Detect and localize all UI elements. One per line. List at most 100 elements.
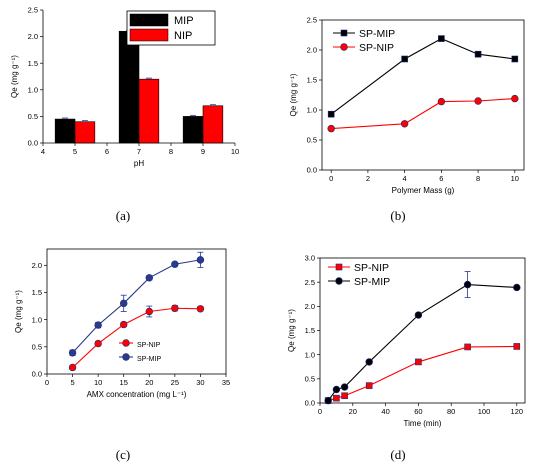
bar-mip	[54, 118, 76, 144]
y-tick-label: 0.5	[28, 112, 38, 121]
x-tick-label: 5	[70, 378, 74, 387]
x-tick-label: 35	[222, 378, 230, 387]
y-tick-label: 3.0	[305, 254, 315, 263]
y-tick-label: 0.5	[305, 374, 315, 383]
chart-panel-a: 4 5 6 7 8 9 10 0.0 0.5 1.0 1.5 2.0 2.5 pH Qe (mg g⁻¹) M…	[10, 6, 239, 168]
x-axis-title: Time (min)	[404, 419, 442, 428]
legend-label: SP-MIP	[359, 28, 395, 40]
x-tick-label: 10	[231, 147, 239, 156]
bar-nip	[202, 105, 224, 144]
x-tick-label: 80	[447, 407, 455, 416]
x-tick-label: 20	[349, 407, 357, 416]
y-tick-label: 2.5	[28, 6, 38, 15]
bar-nip	[74, 121, 96, 144]
legend-swatch	[129, 13, 169, 27]
x-tick-label: 15	[120, 378, 128, 387]
legend-marker	[335, 263, 343, 271]
data-point-sp-mip	[511, 55, 519, 63]
x-tick-label: 60	[414, 407, 422, 416]
y-tick-label: 0.5	[307, 136, 317, 145]
data-point-sp-nip	[511, 94, 519, 103]
x-tick-label: 40	[381, 407, 389, 416]
data-point-sp-mip	[332, 385, 341, 394]
x-tick-label: 10	[511, 174, 519, 183]
y-axis-title: Qe (mg g⁻¹)	[14, 290, 23, 333]
legend-swatch	[129, 28, 169, 42]
data-point-sp-nip	[120, 320, 128, 329]
y-tick-label: 1.5	[32, 288, 42, 297]
legend-label: SP-NIP	[137, 342, 161, 349]
data-point-sp-nip	[333, 394, 340, 402]
y-tick-label: 0.0	[32, 370, 42, 379]
data-point-sp-mip	[68, 349, 77, 357]
legend-label: NIP	[174, 30, 192, 42]
y-tick-label: 1.0	[307, 106, 317, 115]
y-tick-label: 0.5	[32, 342, 42, 351]
legend-marker	[340, 29, 348, 37]
legend-label: SP-MIP	[137, 356, 161, 363]
data-point-sp-nip	[327, 124, 335, 133]
x-tick-label: 20	[145, 378, 153, 387]
x-tick-label: 0	[45, 378, 49, 387]
data-point-sp-nip	[513, 343, 521, 350]
y-tick-label: 2.0	[28, 32, 38, 41]
data-point-sp-mip	[414, 311, 423, 319]
y-tick-label: 1.0	[305, 350, 315, 359]
legend-marker	[122, 339, 130, 347]
data-point-sp-mip	[474, 50, 482, 58]
y-tick-label: 2.0	[307, 46, 317, 55]
x-tick-label: 4	[403, 174, 407, 183]
x-tick-label: 0	[329, 174, 333, 183]
x-tick-label: 25	[171, 378, 179, 387]
caption-c: (c)	[115, 447, 131, 462]
series-line-sp-mip	[327, 284, 517, 401]
legend: SP-NIP SP-MIP	[328, 262, 390, 288]
caption-a: (a)	[115, 208, 131, 223]
bar-mip	[118, 30, 140, 144]
y-axis-title: Qe (mg g⁻¹)	[10, 55, 19, 98]
y-tick-label: 1.5	[307, 76, 317, 85]
legend-label: MIP	[174, 15, 194, 27]
x-tick-label: 4	[41, 147, 45, 156]
legend: SP-NIP SP-MIP	[119, 339, 161, 363]
caption-d: (d)	[390, 447, 406, 462]
y-tick-label: 1.5	[28, 59, 38, 68]
x-tick-label: 8	[476, 174, 480, 183]
data-point-sp-mip	[513, 283, 521, 292]
data-point-sp-nip	[415, 358, 422, 366]
data-point-sp-mip	[401, 55, 408, 63]
legend-marker	[122, 353, 130, 361]
caption-b: (b)	[390, 208, 406, 223]
x-tick-label: 8	[169, 147, 173, 156]
chart-panel-c: 0 5 10 15 20 25 30 35 0.0 0.5 1.0 1.5 2.0 AMX concent…	[14, 248, 230, 399]
x-tick-label: 0	[318, 407, 322, 416]
y-tick-label: 1.0	[28, 85, 38, 94]
data-point-sp-mip	[340, 383, 349, 391]
y-tick-label: 1.5	[305, 326, 315, 335]
y-axis-title: Qe (mg g⁻¹)	[289, 73, 298, 116]
x-tick-label: 5	[73, 147, 77, 156]
data-point-sp-nip	[145, 307, 153, 316]
data-point-sp-mip	[171, 260, 179, 268]
data-point-sp-nip	[400, 120, 409, 128]
y-tick-label: 2.5	[305, 278, 315, 287]
legend-label: SP-NIP	[354, 262, 389, 274]
x-axis-title: pH	[134, 159, 144, 168]
legend: MIP NIP	[126, 10, 216, 46]
data-point-sp-nip	[437, 97, 446, 106]
data-point-sp-nip	[196, 305, 205, 313]
x-tick-label: 120	[511, 407, 524, 416]
series-line-sp-nip	[331, 98, 515, 130]
data-point-sp-mip	[196, 256, 205, 264]
plot-frame	[46, 248, 227, 375]
y-tick-label: 0.0	[28, 139, 38, 148]
y-tick-label: 2.0	[32, 261, 42, 270]
x-tick-label: 6	[105, 147, 109, 156]
legend-marker	[340, 43, 348, 51]
data-point-sp-mip	[120, 299, 128, 308]
data-point-sp-mip	[145, 274, 153, 282]
chart-panel-b: 0 2 4 6 8 10 0.0 0.5 1.0 1.5 2.0 2.5 Polymer Mass (g…	[289, 16, 525, 195]
data-point-sp-nip	[365, 382, 373, 389]
bar-nip	[138, 78, 160, 144]
